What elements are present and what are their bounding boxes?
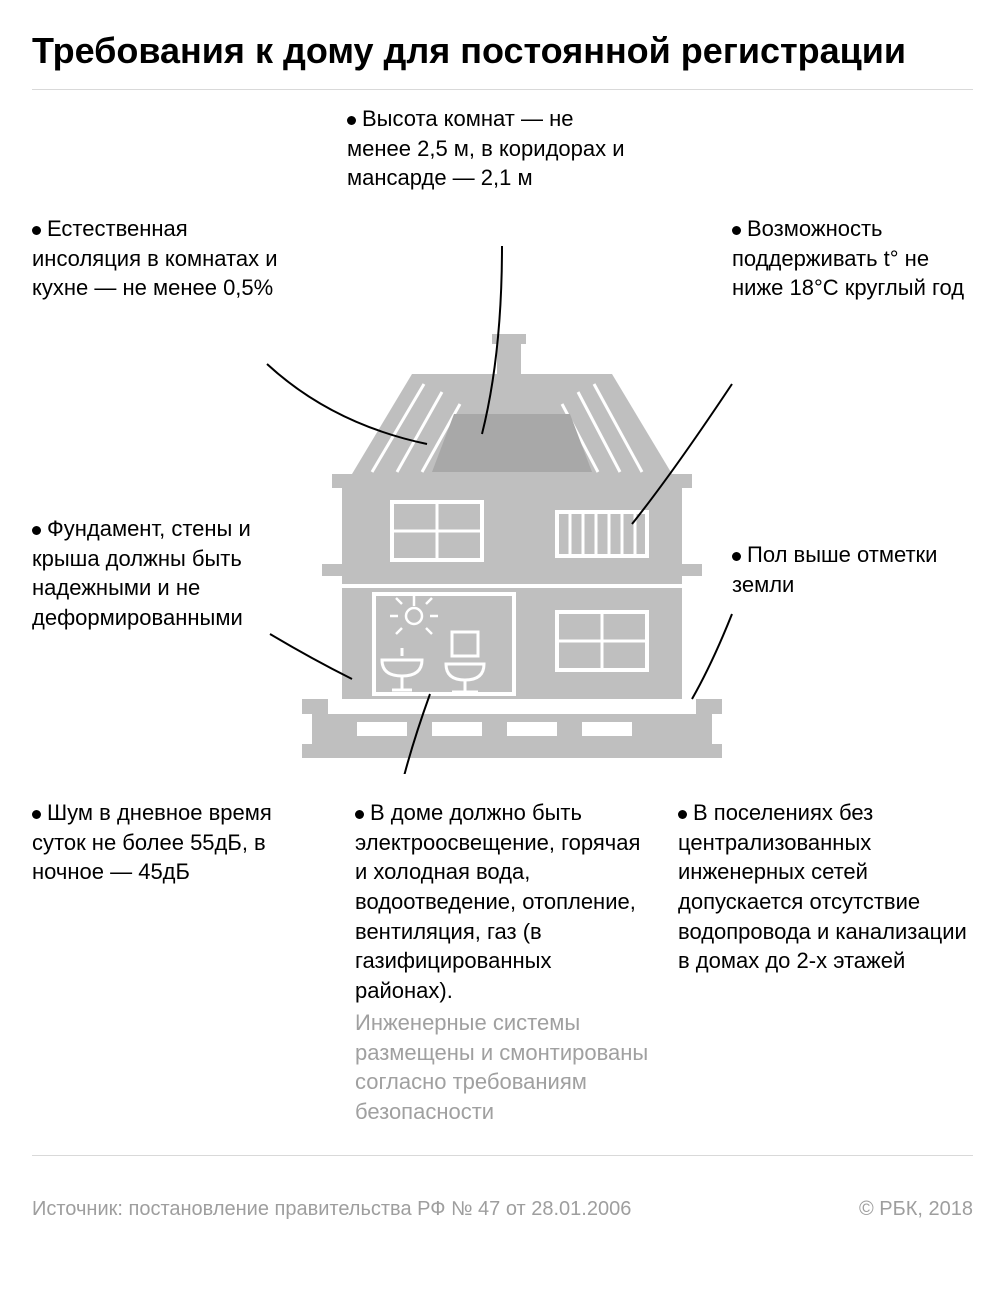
bottom-text: Шум в дневное время суток не более 55дБ,… <box>32 800 272 884</box>
callout-text: Естественная инсоляция в комнатах и кухн… <box>32 216 278 300</box>
diagram-area: Естественная инсоляция в комнатах и кухн… <box>32 104 973 774</box>
callout-room-height: Высота комнат — не менее 2,5 м, в коридо… <box>347 104 627 193</box>
callout-temperature: Возможность поддерживать t° не ниже 18°С… <box>732 214 972 303</box>
callout-insolation: Естественная инсоляция в комнатах и кухн… <box>32 214 292 303</box>
bottom-subtext: Инженерные системы размещены и смонтиров… <box>355 1008 650 1127</box>
divider-top <box>32 89 973 90</box>
bullet-icon <box>732 226 741 235</box>
bullet-icon <box>732 552 741 561</box>
bullet-icon <box>32 226 41 235</box>
house-illustration <box>302 244 722 764</box>
bottom-col-no-plumbing: В поселениях без централизованных инжене… <box>678 798 973 1127</box>
page-title: Требования к дому для постоянной регистр… <box>32 28 973 73</box>
bullet-icon <box>678 810 687 819</box>
footer-copyright: © РБК, 2018 <box>859 1198 973 1221</box>
callout-floor: Пол выше отметки земли <box>732 540 952 599</box>
bullet-icon <box>355 810 364 819</box>
footer-source: Источник: постановление правительства РФ… <box>32 1198 631 1221</box>
callout-foundation: Фундамент, стены и крыша должны быть над… <box>32 514 282 633</box>
callout-text: Высота комнат — не менее 2,5 м, в коридо… <box>347 106 625 190</box>
bottom-text: В поселениях без централизованных инжене… <box>678 800 967 973</box>
callout-text: Возможность поддерживать t° не ниже 18°С… <box>732 216 964 300</box>
bullet-icon <box>32 810 41 819</box>
bullet-icon <box>32 526 41 535</box>
callout-text: Пол выше отметки земли <box>732 542 937 597</box>
divider-bottom <box>32 1155 973 1156</box>
bullet-icon <box>347 116 356 125</box>
bottom-text: В доме должно быть электроосвещение, гор… <box>355 800 640 1003</box>
bottom-col-utilities: В доме должно быть электроосвещение, гор… <box>355 798 650 1127</box>
callout-text: Фундамент, стены и крыша должны быть над… <box>32 516 251 630</box>
bottom-row: Шум в дневное время суток не более 55дБ,… <box>32 798 973 1127</box>
bottom-col-noise: Шум в дневное время суток не более 55дБ,… <box>32 798 327 1127</box>
footer: Источник: постановление правительства РФ… <box>32 1184 973 1221</box>
